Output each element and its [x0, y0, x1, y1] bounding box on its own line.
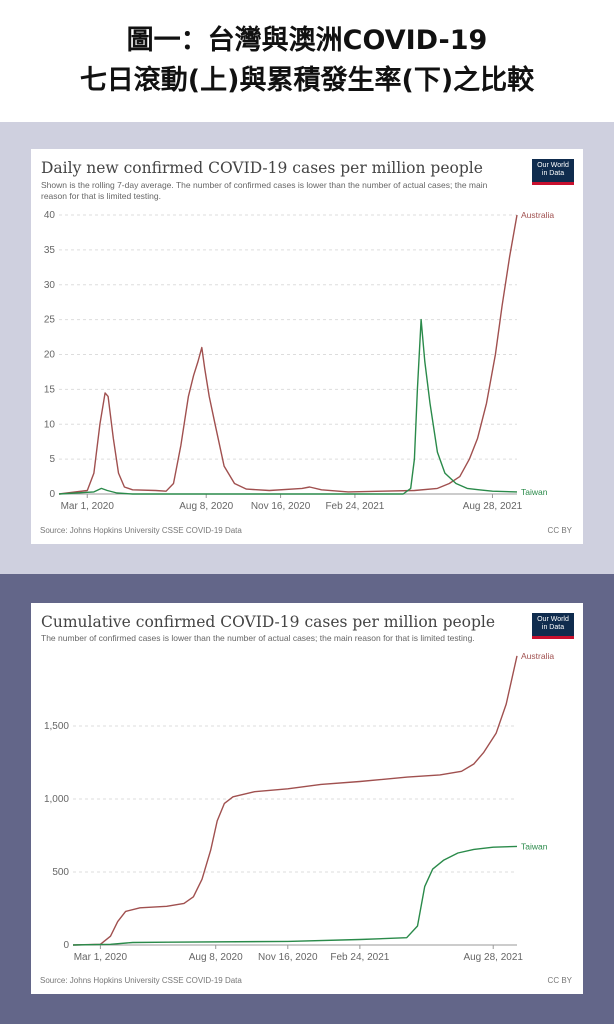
chart-source: Source: Johns Hopkins University CSSE CO…	[40, 976, 242, 985]
y-tick-label: 0	[49, 489, 55, 500]
y-tick-label: 20	[44, 350, 56, 361]
owid-logo[interactable]: Our World in Data	[532, 613, 574, 639]
chart-subtitle: Shown is the rolling 7-day average. The …	[41, 180, 488, 201]
y-tick-label: 1,000	[44, 794, 69, 805]
header-title-line-1: 圖一：台灣與澳洲COVID-19	[126, 25, 488, 56]
y-tick-label: 35	[44, 245, 56, 256]
x-tick-label: Aug 8, 2020	[189, 952, 243, 963]
daily-cases-plot: 0 5 10 15 20 25 30 35 40 Mar 1, 2020 Aug 8, 2020 No…	[44, 210, 554, 512]
x-tick-label: Nov 16, 2020	[251, 501, 311, 512]
logo-line-1: Our World	[537, 162, 569, 169]
series-label-taiwan: Taiwan	[521, 487, 548, 497]
series-label-taiwan: Taiwan	[521, 841, 548, 851]
chart-license[interactable]: CC BY	[547, 976, 572, 985]
chart-title: Cumulative confirmed COVID-19 cases per …	[41, 613, 496, 631]
y-tick-label: 5	[49, 454, 55, 465]
x-tick-label: Aug 28, 2021	[463, 952, 523, 963]
logo-line-2: in Data	[541, 170, 565, 177]
y-tick-label: 0	[63, 940, 69, 951]
series-label-australia: Australia	[521, 651, 554, 661]
owid-logo[interactable]: Our World in Data	[532, 159, 574, 185]
header-title-line-2: 七日滾動(上)與累積發生率(下)之比較	[79, 65, 535, 96]
y-tick-label: 30	[44, 280, 56, 291]
page-header: 圖一：台灣與澳洲COVID-19 七日滾動(上)與累積發生率(下)之比較	[0, 0, 614, 122]
chart-title: Daily new confirmed COVID-19 cases per m…	[41, 159, 483, 177]
x-tick-label: Feb 24, 2021	[325, 501, 384, 512]
series-line-australia[interactable]	[58, 214, 518, 495]
chart-subtitle: The number of confirmed cases is lower t…	[41, 633, 475, 643]
y-tick-label: 25	[44, 315, 56, 326]
y-tick-label: 10	[44, 419, 56, 430]
y-tick-label: 500	[52, 867, 69, 878]
logo-line-1: Our World	[537, 616, 569, 623]
series-line-taiwan[interactable]	[72, 845, 518, 946]
cumulative-cases-chart-card: Cumulative confirmed COVID-19 cases per …	[31, 603, 583, 994]
chart-source: Source: Johns Hopkins University CSSE CO…	[40, 526, 242, 535]
logo-line-2: in Data	[541, 624, 565, 631]
x-tick-label: Mar 1, 2020	[74, 952, 128, 963]
y-tick-label: 40	[44, 210, 56, 221]
x-tick-label: Aug 28, 2021	[463, 501, 523, 512]
series-label-australia: Australia	[521, 210, 554, 220]
x-tick-label: Feb 24, 2021	[330, 952, 389, 963]
x-tick-label: Mar 1, 2020	[61, 501, 115, 512]
y-tick-label: 15	[44, 384, 56, 395]
series-line-australia[interactable]	[72, 655, 518, 946]
chart-license[interactable]: CC BY	[547, 526, 572, 535]
y-tick-label: 1,500	[44, 721, 69, 732]
x-tick-label: Nov 16, 2020	[258, 952, 318, 963]
x-tick-label: Aug 8, 2020	[179, 501, 233, 512]
daily-cases-chart-card: Daily new confirmed COVID-19 cases per m…	[31, 149, 583, 544]
cumulative-cases-plot: 0 500 1,000 1,500 Mar 1, 2020 Aug 8, 2020 Nov …	[44, 651, 554, 963]
series-line-taiwan[interactable]	[58, 318, 518, 495]
